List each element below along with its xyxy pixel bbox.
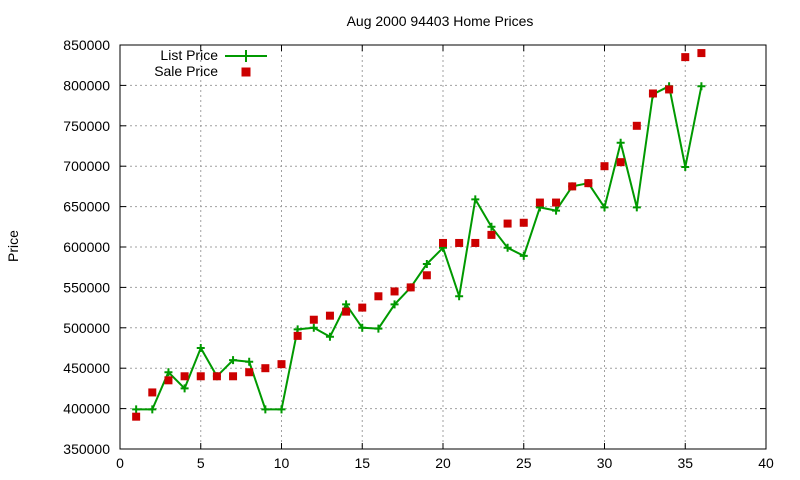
legend-label-list-price: List Price	[160, 47, 218, 63]
y-tick-label: 450000	[63, 360, 110, 376]
legend-label-sale-price: Sale Price	[154, 63, 218, 79]
sale-price-point	[148, 388, 157, 397]
sale-price-point	[665, 85, 674, 94]
list-price-point	[616, 138, 625, 147]
list-price-point	[697, 82, 706, 91]
x-tick-label: 30	[597, 455, 613, 471]
x-tick-label: 40	[758, 455, 774, 471]
sale-price-point	[616, 158, 625, 167]
y-tick-label: 550000	[63, 279, 110, 295]
sale-price-point	[568, 182, 577, 191]
y-tick-label: 400000	[63, 401, 110, 417]
sale-price-point	[358, 303, 367, 312]
sale-price-point	[503, 219, 512, 228]
y-axis-label: Price	[5, 230, 21, 262]
y-tick-label: 650000	[63, 199, 110, 215]
x-tick-label: 35	[677, 455, 693, 471]
list-price-point	[261, 405, 270, 414]
sale-price-point	[455, 238, 464, 247]
list-price-point	[229, 356, 238, 365]
sale-price-point	[632, 121, 641, 130]
list-price-point	[519, 251, 528, 260]
y-tick-label: 750000	[63, 118, 110, 134]
list-price-point	[342, 300, 351, 309]
x-tick-label: 25	[516, 455, 532, 471]
legend-plus-marker	[240, 50, 252, 62]
sale-price-point	[648, 89, 657, 98]
list-price-point	[180, 384, 189, 393]
list-price-point	[552, 206, 561, 215]
list-price-point	[374, 324, 383, 333]
x-tick-label: 20	[435, 455, 451, 471]
list-price-point	[471, 195, 480, 204]
sale-price-point	[552, 198, 561, 207]
x-tick-label: 5	[197, 455, 205, 471]
sale-price-point	[132, 412, 141, 421]
list-price-point	[325, 332, 334, 341]
list-price-point	[487, 222, 496, 231]
sale-price-point	[261, 364, 270, 373]
y-tick-label: 850000	[63, 37, 110, 53]
sale-price-point	[229, 372, 238, 381]
list-price-point	[358, 323, 367, 332]
list-price-point	[455, 292, 464, 301]
list-price-point	[600, 203, 609, 212]
sale-price-point	[293, 331, 302, 340]
sale-price-point	[439, 238, 447, 247]
list-price-point	[503, 243, 512, 252]
list-price-point	[422, 259, 431, 268]
sale-price-point	[519, 218, 528, 227]
list-price-point	[632, 203, 641, 212]
sale-price-point	[196, 372, 205, 381]
sale-price-point	[681, 53, 690, 62]
sale-price-point	[342, 307, 351, 316]
y-tick-label: 500000	[63, 320, 110, 336]
list-price-line	[136, 85, 703, 411]
sale-price-point	[600, 162, 609, 171]
sale-price-point	[325, 311, 334, 320]
sale-price-point	[374, 292, 383, 301]
sale-price-point	[390, 287, 399, 296]
list-price-point	[309, 323, 318, 332]
legend: List Price Sale Price	[154, 47, 267, 79]
legend-square-marker	[241, 67, 251, 77]
sale-price-point	[406, 283, 415, 292]
sale-price-point	[535, 198, 544, 207]
plot-area	[132, 49, 706, 421]
list-price-point	[681, 163, 690, 172]
sale-price-point	[309, 315, 318, 324]
list-price-point	[196, 344, 205, 352]
x-tick-label: 0	[116, 455, 124, 471]
chart-title: Aug 2000 94403 Home Prices	[347, 13, 534, 29]
list-price-point	[148, 405, 157, 414]
x-tick-label: 10	[274, 455, 290, 471]
sale-price-point	[164, 376, 173, 385]
list-price-point	[132, 405, 141, 414]
sale-price-point	[471, 238, 480, 247]
list-price-point	[164, 368, 173, 377]
sale-price-point	[180, 372, 189, 381]
sale-price-point	[584, 179, 593, 188]
list-price-point	[277, 405, 286, 414]
x-tick-label: 15	[354, 455, 370, 471]
sale-price-point	[422, 271, 431, 280]
y-tick-label: 800000	[63, 77, 110, 93]
y-tick-label: 350000	[63, 441, 110, 457]
list-price-point	[245, 357, 254, 366]
axes: 0 5 10 15 20 25 30 35 40 350000 400000 450000 500000…	[63, 37, 774, 471]
sale-price-point	[697, 49, 706, 58]
sale-price-point	[212, 372, 221, 381]
y-tick-label: 700000	[63, 158, 110, 174]
sale-price-point	[277, 360, 286, 369]
sale-price-point	[487, 230, 496, 239]
list-price-point	[390, 300, 399, 309]
sale-price-point	[245, 368, 254, 377]
y-tick-label: 600000	[63, 239, 110, 255]
